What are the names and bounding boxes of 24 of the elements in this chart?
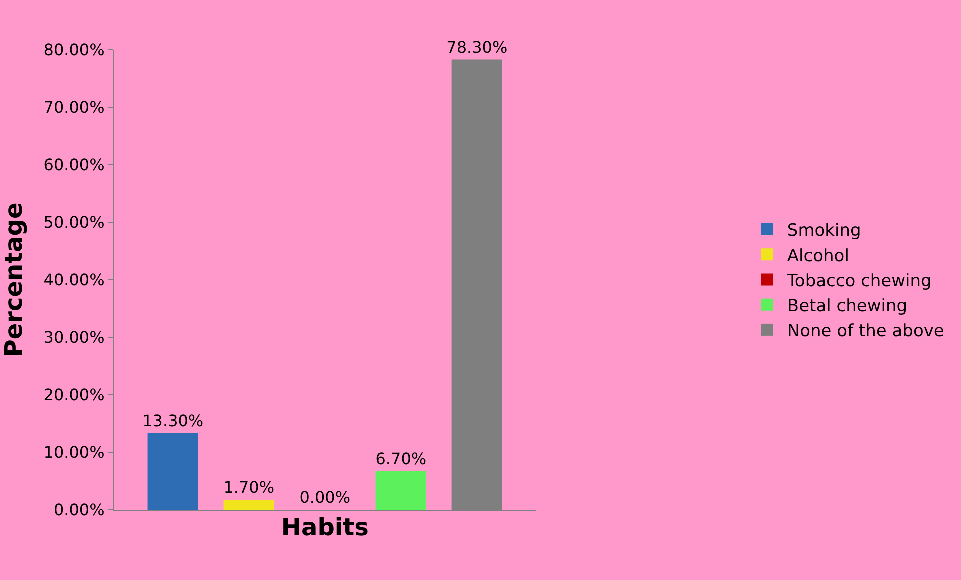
legend-label: Smoking — [787, 221, 862, 242]
bar — [376, 471, 426, 510]
data-label: 1.70% — [224, 478, 275, 498]
data-label: 6.70% — [376, 449, 427, 468]
y-tick-label: 0.00% — [54, 500, 105, 520]
data-label: 0.00% — [300, 488, 351, 507]
y-tick-label: 40.00% — [44, 270, 105, 290]
y-axis-title: Percentage — [0, 202, 28, 358]
y-tick-label: 10.00% — [44, 443, 105, 462]
legend-label: None of the above — [787, 322, 944, 342]
bar — [148, 434, 198, 510]
y-tick-label: 30.00% — [44, 328, 105, 348]
x-axis-title: Habits — [281, 514, 369, 542]
y-tick-label: 50.00% — [44, 213, 105, 232]
data-label: 78.30% — [446, 38, 508, 57]
y-tick-label: 60.00% — [44, 156, 105, 175]
legend-label: Alcohol — [787, 246, 850, 266]
y-tick-label: 80.00% — [44, 40, 105, 60]
data-label: 13.30% — [142, 412, 204, 431]
y-tick-label: 70.00% — [44, 98, 105, 118]
y-tick-label: 20.00% — [44, 386, 105, 405]
legend-label: Betal chewing — [787, 296, 908, 316]
bar — [224, 500, 274, 510]
legend-label: Tobacco chewing — [786, 271, 932, 292]
